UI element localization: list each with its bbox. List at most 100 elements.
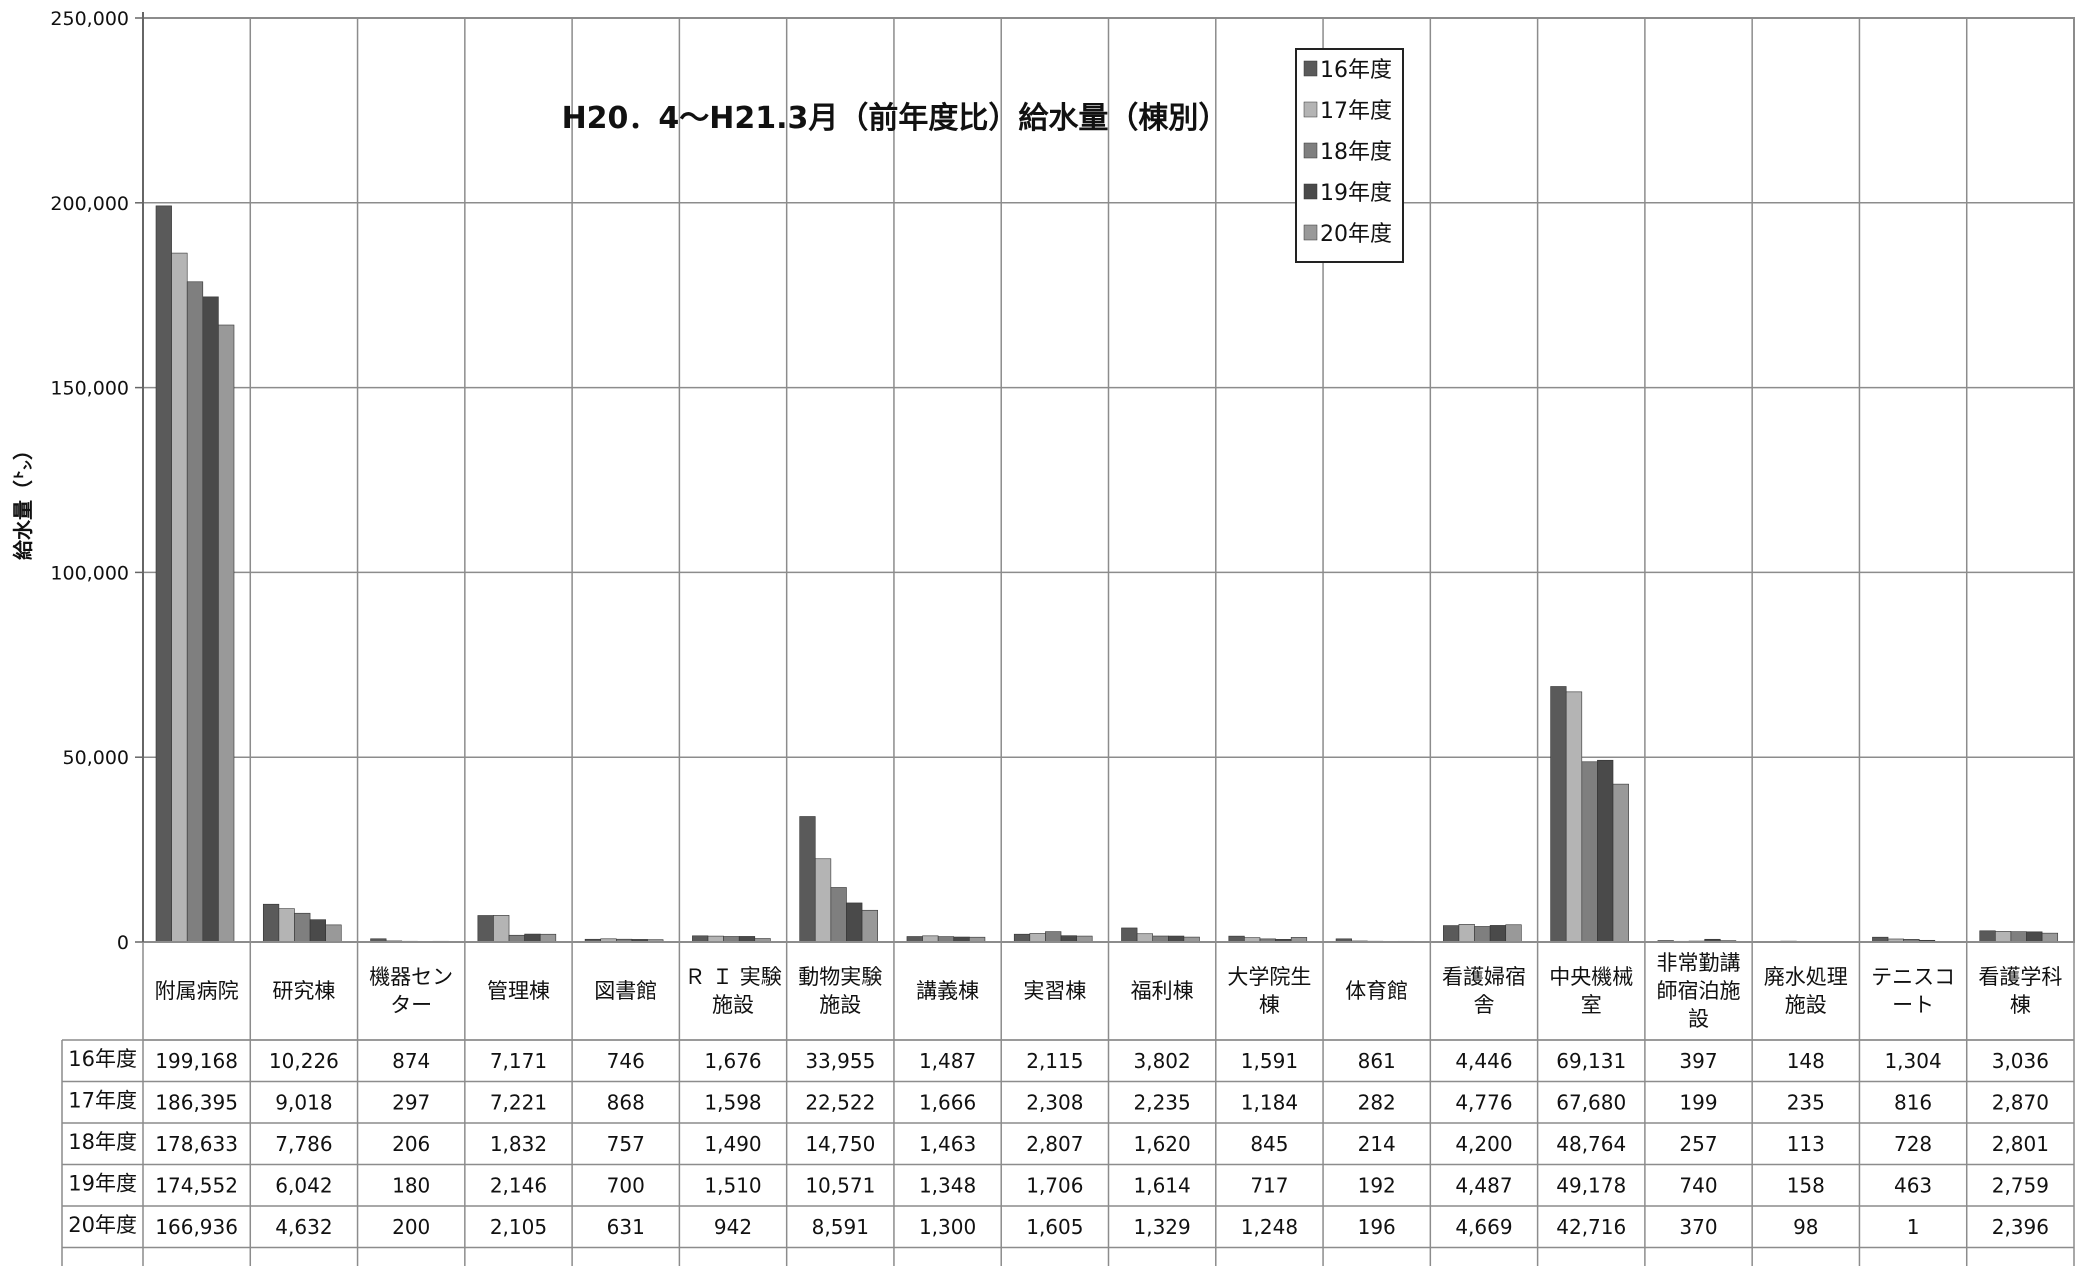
table-cell: 2,235 (1134, 1090, 1191, 1114)
bar (1550, 686, 1567, 943)
table-cell: 200 (392, 1215, 430, 1239)
table-cell: 1 (1907, 1215, 1920, 1239)
table-cell: 4,669 (1455, 1215, 1512, 1239)
table-cell: 214 (1358, 1132, 1396, 1156)
bar (202, 296, 219, 943)
table-cell: 7,786 (275, 1132, 332, 1156)
legend-swatch (1303, 142, 1318, 159)
category-label: テニスコート (1871, 965, 1955, 1017)
table-cell: 740 (1679, 1173, 1717, 1197)
table-cell: 868 (607, 1090, 645, 1114)
table-row-header: 20年度 (68, 1213, 137, 1237)
table-cell: 1,598 (704, 1090, 761, 1114)
table-cell: 942 (714, 1215, 752, 1239)
category-label: 看護学科棟 (1978, 965, 2062, 1017)
bar (309, 919, 326, 943)
category-label: 講義棟 (916, 979, 979, 1003)
bar (1136, 933, 1153, 943)
table-cell: 1,620 (1134, 1132, 1191, 1156)
bar (493, 915, 510, 943)
table-cell: 397 (1679, 1049, 1717, 1073)
bar (539, 933, 557, 943)
legend-entry: 19年度 (1320, 181, 1392, 206)
bar (1045, 931, 1062, 943)
bar (1013, 933, 1031, 943)
table-cell: 746 (607, 1049, 645, 1073)
bar (1489, 925, 1507, 943)
table-cell: 1,490 (704, 1132, 761, 1156)
table-row-header: 19年度 (68, 1171, 137, 1195)
bar (1121, 927, 1138, 943)
table-cell: 1,248 (1241, 1215, 1298, 1239)
category-label: 機器センター (369, 965, 453, 1017)
category-label: 廃水処理施設 (1764, 965, 1848, 1017)
legend-entry: 18年度 (1320, 140, 1392, 165)
table-cell: 9,018 (275, 1090, 332, 1114)
bar (1612, 783, 1629, 943)
category-label: Ｒ Ｉ 実験施設 (684, 965, 781, 1017)
bar (325, 924, 342, 943)
bars (155, 205, 2059, 943)
y-tick-label: 0 (117, 932, 129, 954)
table-cell: 2,759 (1992, 1173, 2049, 1197)
table-cell: 1,591 (1241, 1049, 1298, 1073)
table-cell: 206 (392, 1132, 430, 1156)
table-cell: 700 (607, 1173, 645, 1197)
table-cell: 158 (1787, 1173, 1825, 1197)
table-cell: 1,300 (919, 1215, 976, 1239)
bar (262, 903, 280, 943)
table-cell: 370 (1679, 1215, 1717, 1239)
category-label: 実習棟 (1023, 979, 1086, 1003)
table-cell: 199 (1679, 1090, 1717, 1114)
legend-swatch (1303, 183, 1318, 200)
table-cell: 2,308 (1026, 1090, 1083, 1114)
table-cell: 4,200 (1455, 1132, 1512, 1156)
table-cell: 174,552 (155, 1173, 238, 1197)
bar (171, 252, 188, 943)
category-label: 附属病院 (155, 979, 239, 1003)
table-cell: 1,304 (1884, 1049, 1941, 1073)
category-label: 大学院生棟 (1227, 965, 1311, 1017)
table-cell: 10,226 (269, 1049, 339, 1073)
table-cell: 14,750 (805, 1132, 875, 1156)
category-label: 研究棟 (272, 979, 335, 1003)
y-tick-label: 150,000 (50, 378, 129, 400)
table-cell: 178,633 (155, 1132, 238, 1156)
bar (861, 909, 878, 943)
legend: 16年度 17年度 18年度 19年度 20年度 (1295, 48, 1404, 263)
legend-entry: 20年度 (1320, 222, 1392, 247)
table-cell: 7,221 (490, 1090, 547, 1114)
table-cell: 22,522 (805, 1090, 875, 1114)
table-cell: 463 (1894, 1173, 1932, 1197)
table-cell: 67,680 (1556, 1090, 1626, 1114)
table-cell: 2,807 (1026, 1132, 1083, 1156)
bar (1458, 924, 1475, 943)
table-cell: 1,832 (490, 1132, 547, 1156)
table-cell: 4,446 (1455, 1049, 1512, 1073)
table-cell: 98 (1793, 1215, 1818, 1239)
bar (1995, 931, 2012, 943)
y-tick-label: 200,000 (50, 193, 129, 215)
table-cell: 2,801 (1992, 1132, 2049, 1156)
table-cell: 1,706 (1026, 1173, 1083, 1197)
gridlines (142, 17, 2075, 1040)
table-cell: 4,487 (1455, 1173, 1512, 1197)
table-cell: 3,802 (1134, 1049, 1191, 1073)
table-cell: 1,614 (1134, 1173, 1191, 1197)
table-cell: 1,184 (1241, 1090, 1298, 1114)
category-label: 看護婦宿舎 (1442, 965, 1526, 1017)
table-cell: 816 (1894, 1090, 1932, 1114)
table-cell: 4,632 (275, 1215, 332, 1239)
table-cell: 1,605 (1026, 1215, 1083, 1239)
legend-entry: 16年度 (1320, 58, 1392, 83)
legend-swatch (1303, 101, 1318, 118)
table-cell: 1,329 (1134, 1215, 1191, 1239)
table-cell: 8,591 (812, 1215, 869, 1239)
legend-swatch (1303, 224, 1318, 241)
bar (830, 887, 847, 943)
table-row-header: 17年度 (68, 1088, 137, 1112)
bar (1029, 933, 1046, 943)
table-cell: 282 (1358, 1090, 1396, 1114)
table-cell: 631 (607, 1215, 645, 1239)
table-cell: 235 (1787, 1090, 1825, 1114)
